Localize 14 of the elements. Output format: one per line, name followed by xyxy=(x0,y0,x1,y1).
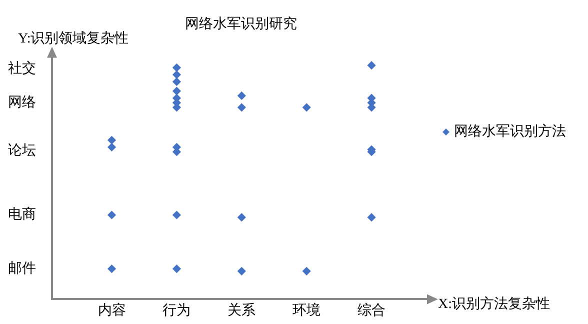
x-tick-label: 综合 xyxy=(358,302,386,318)
text: 网络 xyxy=(8,94,36,110)
x-axis-title: X:识别方法复杂性 xyxy=(438,296,550,312)
x-tick-label: 关系 xyxy=(228,302,256,318)
x-tick-label: 环境 xyxy=(292,302,321,318)
chart-title: 网络水军识别研究 xyxy=(185,16,297,32)
x-tick-label: 行为 xyxy=(162,302,191,318)
text: 电商 xyxy=(8,206,36,223)
text: 论坛 xyxy=(8,142,36,158)
text: 社交 xyxy=(8,60,36,77)
legend-label: 网络水军识别方法 xyxy=(454,124,566,140)
text: 邮件 xyxy=(8,260,36,276)
y-axis-title: Y:识别领域复杂性 xyxy=(18,30,129,47)
x-tick-label: 内容 xyxy=(98,302,126,318)
